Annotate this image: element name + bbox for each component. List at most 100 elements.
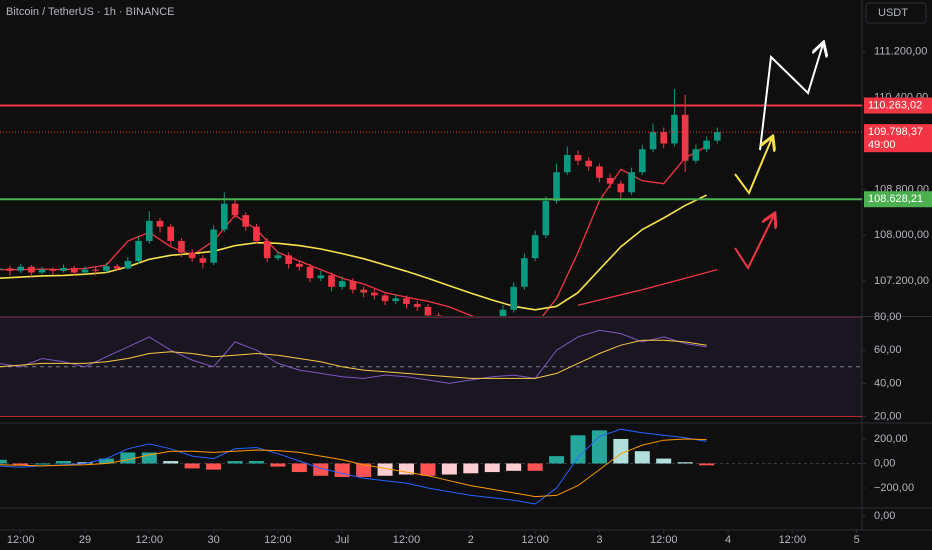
x-tick-label: 12:00 [7,534,35,546]
histogram-bar [377,463,393,476]
x-tick-label: 12:00 [393,534,421,546]
candle-body [70,267,78,273]
histogram-bar [227,461,243,464]
histogram-bar [356,463,372,477]
candle-body [628,172,635,193]
histogram-bar [656,458,672,464]
histogram-bar [399,463,415,475]
candle-body [381,295,389,302]
candle-body [167,226,175,241]
x-tick-label: 12:00 [264,534,292,546]
candle-body [124,261,132,269]
rsi-band [0,317,862,417]
candle-body [49,269,57,271]
candle-body [296,263,303,267]
level-label-box [864,97,932,114]
x-tick-label: 4 [725,534,731,546]
y-tick-label: −200,00 [874,482,914,494]
y-tick-label: 108.000,00 [874,229,929,241]
candle-body [360,289,367,293]
candle-body [6,268,14,271]
candle-body [242,215,250,227]
candle-body [649,132,657,150]
candle-body [681,114,689,161]
candle-body [188,252,196,259]
x-tick-label: 5 [854,534,860,546]
histogram-bar [120,452,136,464]
histogram-bar [141,452,157,464]
histogram-bar [270,463,286,467]
indicator-line [0,428,707,505]
countdown-label: 49:00 [868,139,896,151]
histogram-bar [34,463,50,465]
histogram-bar [634,451,650,464]
candle-body [574,154,582,161]
x-tick-label: Jul [335,534,349,546]
histogram-bar [549,456,565,464]
histogram-bar [334,463,350,477]
candle-body [17,266,25,271]
pane-group [0,428,862,505]
candle-body [424,306,432,316]
candle-body [510,286,518,310]
x-tick-label: 12:00 [521,534,549,546]
candle-body [113,266,121,269]
currency-label[interactable]: USDT [878,7,908,19]
candle-body [553,172,560,201]
candle-body [521,258,528,287]
candle-body [103,266,110,271]
candle-body [253,226,260,241]
candle-body [349,281,357,290]
histogram-bar [506,463,522,471]
candle-body [92,269,100,271]
level-label: 110.263,02 [868,99,922,111]
drawing-arrow [734,215,774,271]
candle-body [563,154,571,173]
candle-body [145,220,153,241]
histogram-bar [677,462,693,464]
indicator-line [577,268,718,306]
histogram-bar [699,463,715,466]
currency-box[interactable] [865,2,927,24]
x-tick-label: 30 [207,534,219,546]
candle-body [274,255,282,259]
candle-body [338,281,346,287]
candle-body [0,268,3,270]
candle-body [660,132,668,144]
candle-body [703,140,710,150]
candle-body [231,203,239,216]
candle-body [60,267,67,271]
y-tick-label: 107.200,00 [874,275,929,287]
indicator-line [0,438,707,498]
histogram-bar [77,462,93,464]
plot-layer: 111.200,00110.400,00108.800,00108.000,00… [0,46,932,546]
y-tick-label: 20,00 [874,410,902,422]
candle-body [596,166,603,178]
y-tick-label: 111.200,00 [874,46,927,58]
drawing-arrow [734,138,772,196]
candle-body [285,255,292,264]
y-tick-label: 60,00 [874,344,902,356]
candle-body [328,275,335,287]
x-tick-label: 3 [596,534,602,546]
candle-body [220,203,228,230]
candle-body [499,309,507,316]
symbol-title: Bitcoin / TetherUS · 1h · BINANCE [6,6,175,18]
candle-body [585,160,593,167]
candle-body [542,200,550,236]
y-tick-label: 0,00 [874,510,895,522]
histogram-bar [0,459,7,464]
y-tick-label: 80,00 [874,311,902,323]
histogram-bar [98,458,114,464]
last-price-label: 109.798,37 [868,126,923,138]
candle-body [403,298,410,305]
histogram-bar [527,463,543,471]
histogram-bar [420,463,436,476]
candle-body [435,315,442,316]
histogram-bar [13,463,29,466]
candle-body [210,229,217,263]
last-price-box [864,124,932,153]
histogram-bar [248,461,264,464]
